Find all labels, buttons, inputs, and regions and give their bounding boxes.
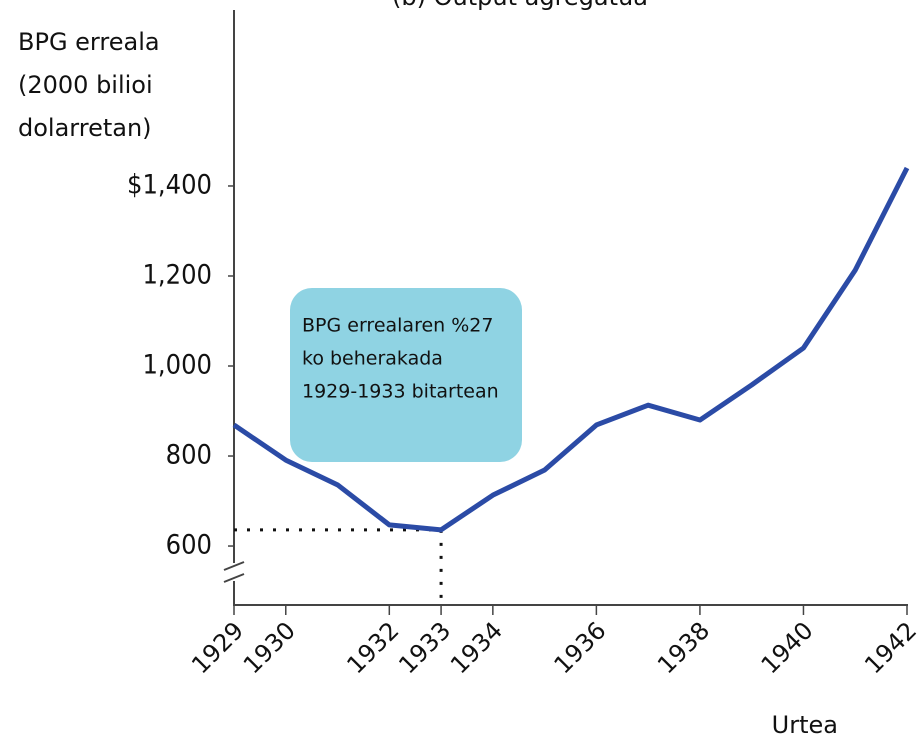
x-tick-label: 1929 [186, 616, 249, 679]
axis-break [223, 561, 245, 571]
x-axis-label: Urtea [772, 711, 838, 739]
x-tick-label: 1936 [549, 616, 612, 679]
x-tick-label: 1940 [756, 616, 819, 679]
y-axis-label: BPG erreala [18, 28, 160, 56]
y-tick-label: 800 [166, 440, 212, 471]
annotation: BPG errealaren %27 [302, 315, 493, 337]
chart-title: (b) Output agregatua [392, 0, 648, 11]
x-tick-label: 1930 [238, 616, 301, 679]
axis-break [223, 573, 245, 583]
x-tick-label: 1932 [342, 616, 405, 679]
annotation: 1929-1933 bitartean [302, 381, 499, 403]
y-tick-label: 600 [166, 530, 212, 561]
y-axis-label: dolarretan) [18, 114, 152, 142]
y-axis-label: (2000 bilioi [18, 71, 153, 99]
x-tick-label: 1938 [652, 616, 715, 679]
annotation-box [290, 288, 522, 462]
x-tick-label: 1934 [445, 616, 508, 679]
x-tick-label: 1942 [859, 616, 920, 679]
y-tick-label: $1,400 [127, 169, 212, 200]
x-tick-label: 1933 [393, 616, 456, 679]
y-tick-label: 1,200 [142, 259, 212, 290]
series-line [232, 166, 910, 533]
y-tick-label: 1,000 [142, 350, 212, 381]
annotation: ko beherakada [302, 348, 443, 370]
